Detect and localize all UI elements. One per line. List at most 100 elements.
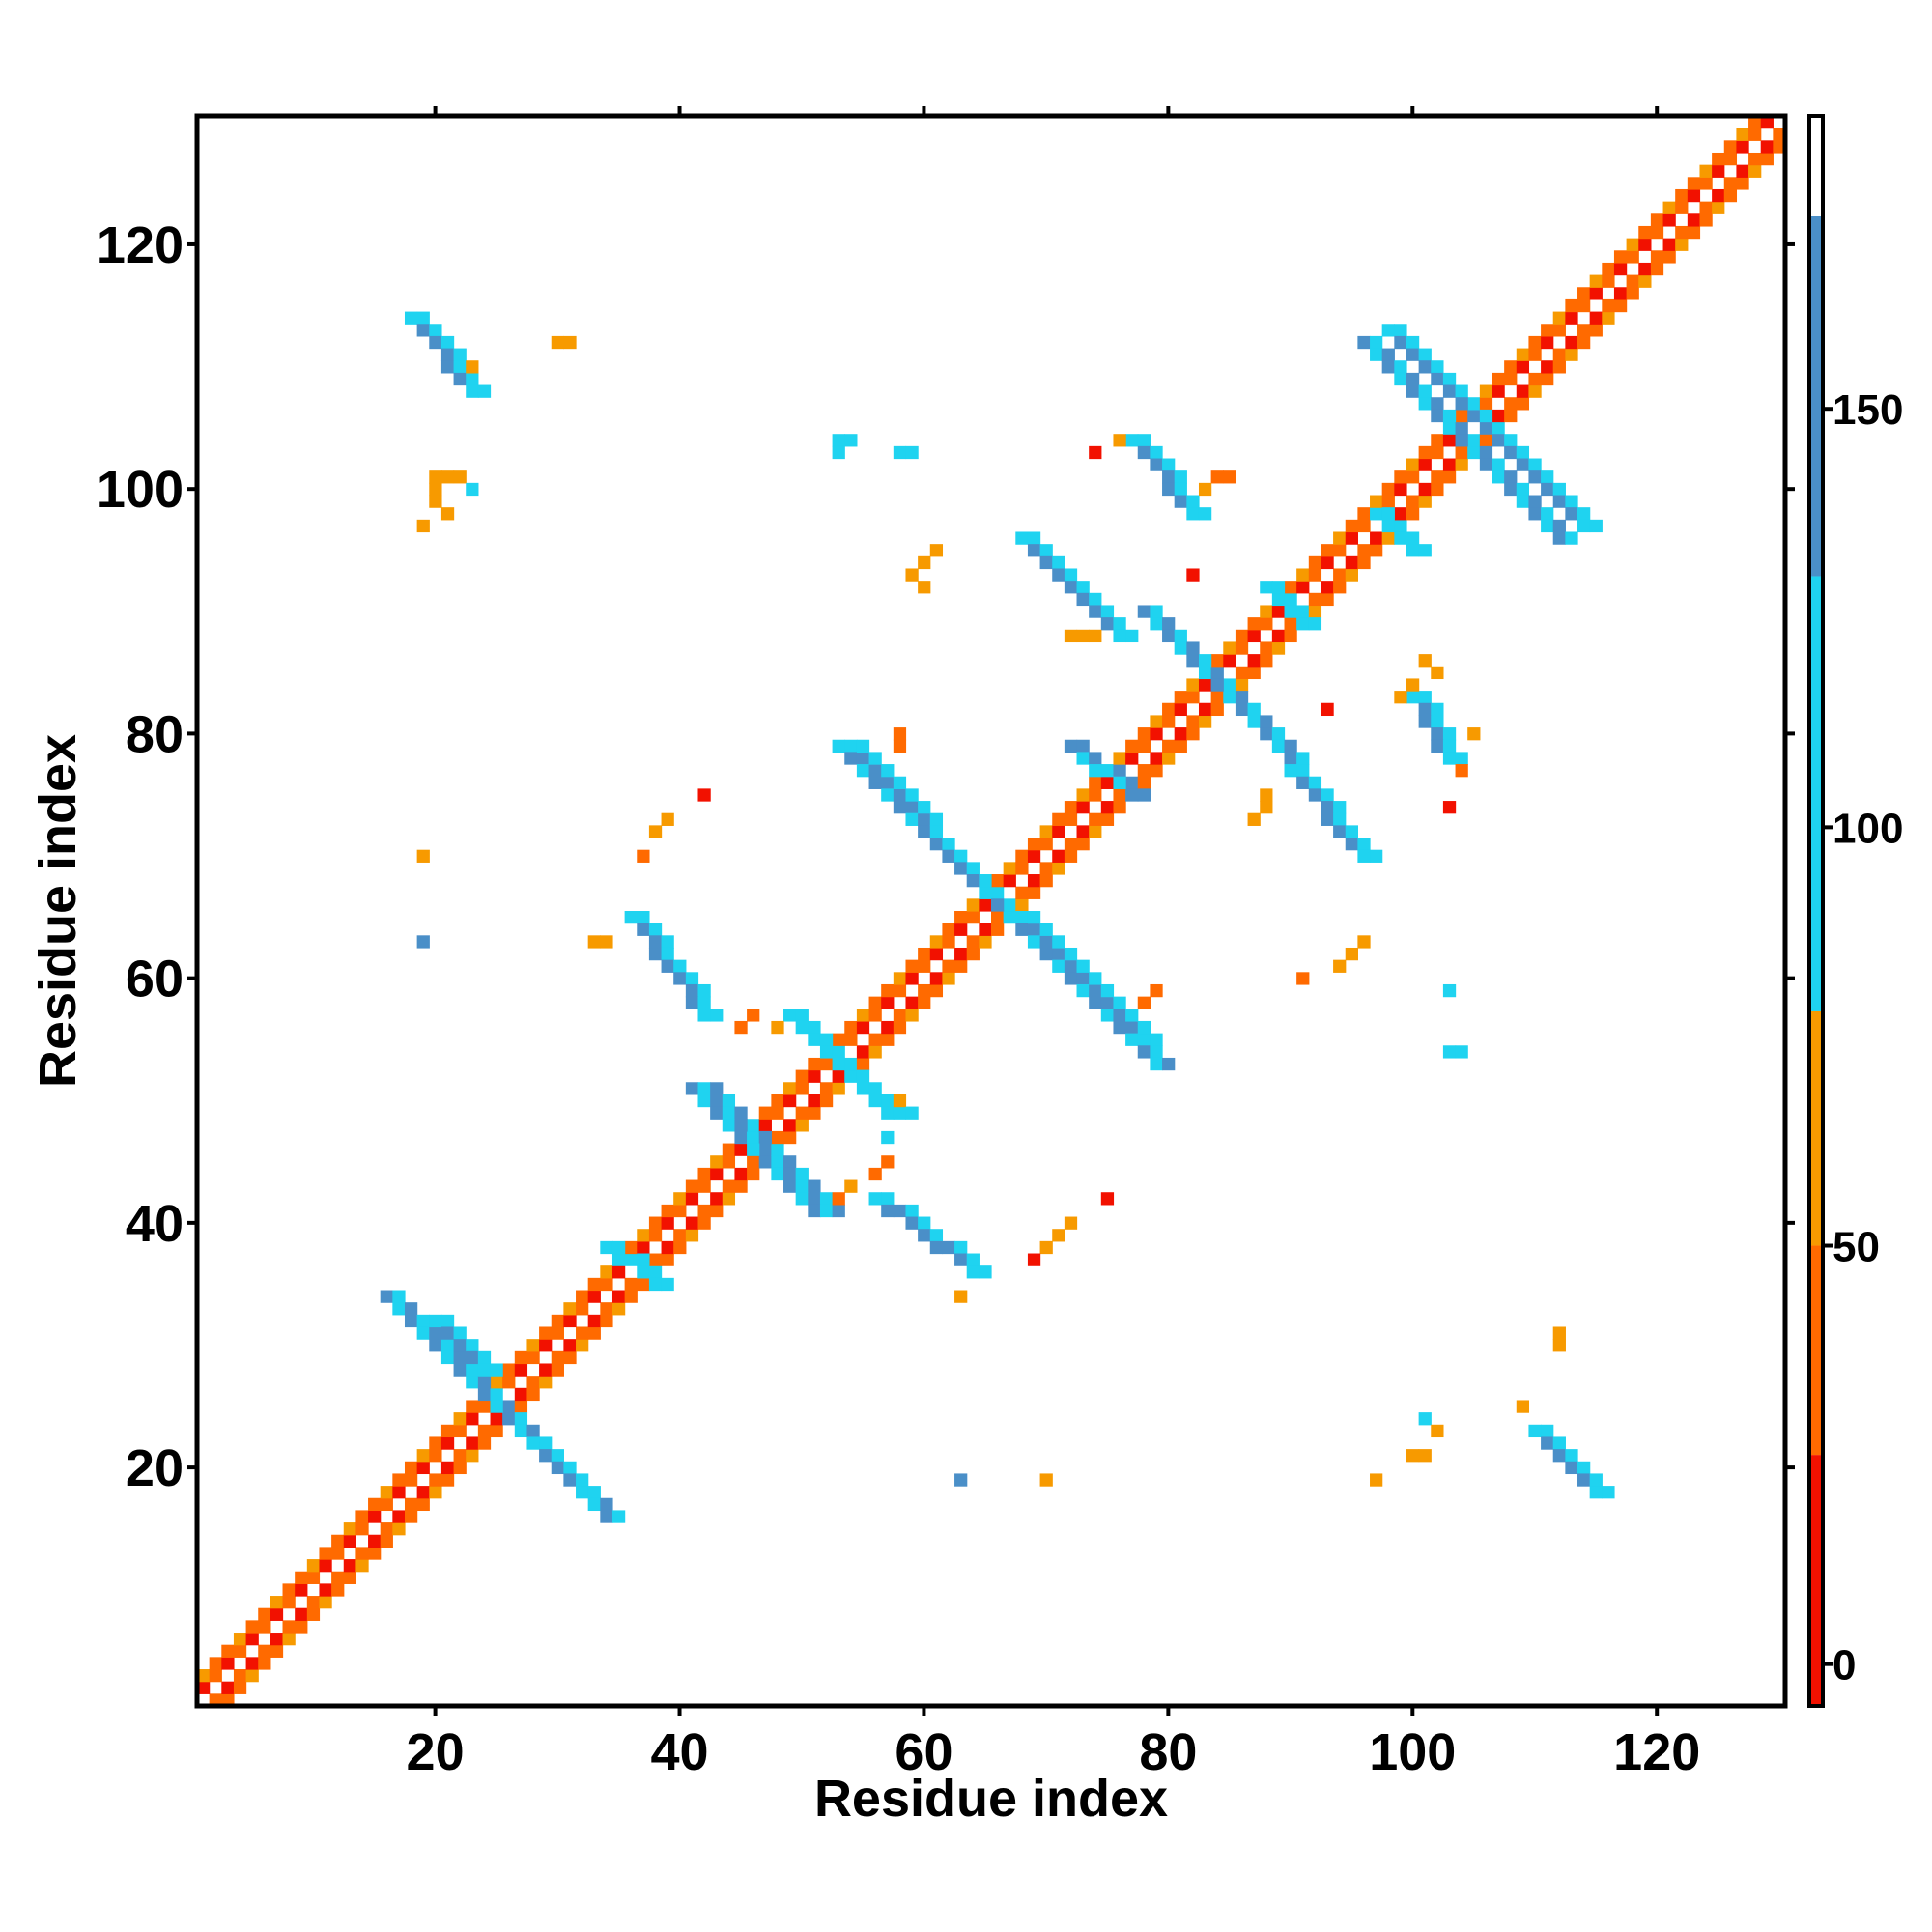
heatmap-cell: [1100, 1009, 1115, 1022]
heatmap-cell: [1504, 360, 1518, 374]
heatmap-cell: [648, 947, 663, 961]
heatmap-cell: [429, 1486, 442, 1499]
heatmap-cell: [1100, 983, 1115, 998]
heatmap-cell: [1455, 421, 1468, 435]
heatmap-cell: [1504, 372, 1518, 386]
heatmap-cell: [1015, 898, 1029, 912]
heatmap-cell: [722, 1155, 736, 1169]
heatmap-cell: [929, 1229, 944, 1242]
heatmap-cell: [1504, 409, 1518, 423]
heatmap-cell: [648, 1253, 663, 1266]
heatmap-cell: [466, 384, 479, 398]
heatmap-cell: [429, 495, 442, 508]
heatmap-cell: [1113, 1020, 1126, 1035]
heatmap-cell: [587, 935, 601, 949]
heatmap-cell: [1271, 592, 1286, 607]
heatmap-cell: [1333, 812, 1347, 826]
heatmap-cell: [404, 1473, 418, 1487]
heatmap-cell: [1760, 140, 1774, 154]
heatmap-cell: [685, 1229, 699, 1242]
heatmap-cell: [1516, 445, 1530, 460]
heatmap-cell: [1162, 739, 1176, 753]
heatmap-cell: [380, 1486, 393, 1499]
heatmap-cell: [942, 838, 955, 851]
heatmap-cell: [1003, 874, 1016, 888]
heatmap-cell: [1150, 727, 1163, 741]
heatmap-cell: [1076, 629, 1090, 643]
heatmap-cell: [893, 1020, 907, 1035]
heatmap-cell: [673, 1229, 687, 1242]
heatmap-cell: [1516, 397, 1530, 411]
heatmap-cell: [954, 947, 968, 961]
heatmap-cell: [1650, 225, 1664, 240]
heatmap-cell: [1076, 972, 1090, 985]
heatmap-cell: [453, 1461, 467, 1475]
heatmap-cell: [1308, 617, 1322, 631]
heatmap-cell: [1100, 617, 1115, 631]
heatmap-cell: [697, 996, 711, 1009]
heatmap-cell: [1333, 581, 1347, 594]
heatmap-cell: [1381, 482, 1395, 497]
heatmap-cell: [466, 1449, 479, 1463]
heatmap-cell: [1150, 1033, 1163, 1046]
heatmap-cell: [1516, 1400, 1530, 1413]
x-tick-label: 100: [1369, 1723, 1456, 1781]
heatmap-cell: [1504, 434, 1518, 447]
heatmap-cell: [722, 1106, 736, 1120]
heatmap-cell: [710, 1192, 724, 1206]
heatmap-cell: [1296, 568, 1310, 582]
heatmap-cell: [1492, 409, 1505, 423]
heatmap-cell: [954, 1290, 968, 1303]
heatmap-cell: [1479, 458, 1493, 471]
heatmap-cell: [526, 1424, 540, 1438]
heatmap-cell: [1345, 568, 1358, 582]
heatmap-cell: [637, 911, 650, 924]
heatmap-cell: [221, 1657, 235, 1670]
heatmap-cell: [1162, 715, 1176, 728]
heatmap-cell: [1089, 983, 1102, 998]
heatmap-cell: [795, 1106, 809, 1120]
heatmap-cell: [942, 959, 955, 973]
heatmap-cell: [808, 1106, 821, 1120]
heatmap-cell: [1381, 324, 1395, 337]
heatmap-cell: [1626, 238, 1639, 251]
heatmap-cell: [306, 1596, 321, 1609]
heatmap-cell: [1113, 434, 1126, 447]
heatmap-cell: [453, 1449, 467, 1463]
heatmap-cell: [563, 1314, 577, 1328]
heatmap-cell: [1052, 1229, 1065, 1242]
colorbar-tick-label: 100: [1833, 805, 1903, 852]
heatmap-cell: [685, 983, 699, 998]
heatmap-cell: [453, 1424, 467, 1438]
heatmap-cell: [905, 445, 919, 460]
heatmap-cell: [648, 1216, 663, 1230]
heatmap-cell: [661, 1253, 674, 1266]
heatmap-cell: [1541, 324, 1554, 337]
heatmap-cell: [1039, 825, 1053, 838]
heatmap-cell: [881, 1020, 895, 1035]
heatmap-cell: [466, 372, 479, 386]
heatmap-cell: [979, 874, 992, 888]
heatmap-cell: [306, 1571, 321, 1584]
heatmap-cell: [270, 1633, 284, 1646]
heatmap-cell: [1455, 397, 1468, 411]
heatmap-cell: [819, 1033, 834, 1046]
heatmap-cell: [368, 1547, 382, 1560]
heatmap-cell: [1137, 445, 1151, 460]
heatmap-cell: [1076, 801, 1090, 814]
heatmap-cell: [477, 1363, 492, 1377]
heatmap-cell: [905, 1009, 919, 1022]
heatmap-cell: [600, 1302, 613, 1316]
heatmap-cell: [490, 1376, 503, 1389]
heatmap-cell: [1723, 188, 1738, 203]
heatmap-cell: [1162, 470, 1176, 484]
heatmap-cell: [245, 1669, 259, 1683]
heatmap-cell: [295, 1607, 308, 1621]
heatmap-cell: [881, 996, 895, 1009]
heatmap-cell: [1394, 507, 1407, 521]
heatmap-cell: [832, 1069, 845, 1083]
heatmap-cell: [1162, 629, 1176, 643]
heatmap-cell: [954, 849, 968, 863]
heatmap-cell: [1589, 1473, 1603, 1487]
heatmap-cell: [1137, 1045, 1151, 1059]
